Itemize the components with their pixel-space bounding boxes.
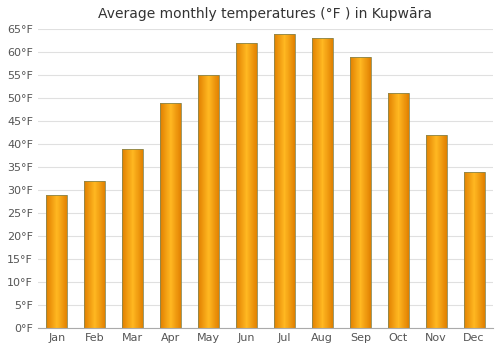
Bar (312, 38, 333, 328)
Bar (388, 93, 408, 328)
Bar (236, 43, 257, 328)
Bar (426, 135, 446, 328)
Bar (160, 103, 181, 328)
Bar (46, 195, 67, 328)
Bar (84, 181, 105, 328)
Bar (464, 172, 484, 328)
Bar (122, 149, 143, 328)
Title: Average monthly temperatures (°F ) in Kupwāra: Average monthly temperatures (°F ) in Ku… (98, 7, 432, 21)
Bar (274, 34, 295, 328)
Bar (198, 75, 219, 328)
Bar (350, 57, 370, 328)
